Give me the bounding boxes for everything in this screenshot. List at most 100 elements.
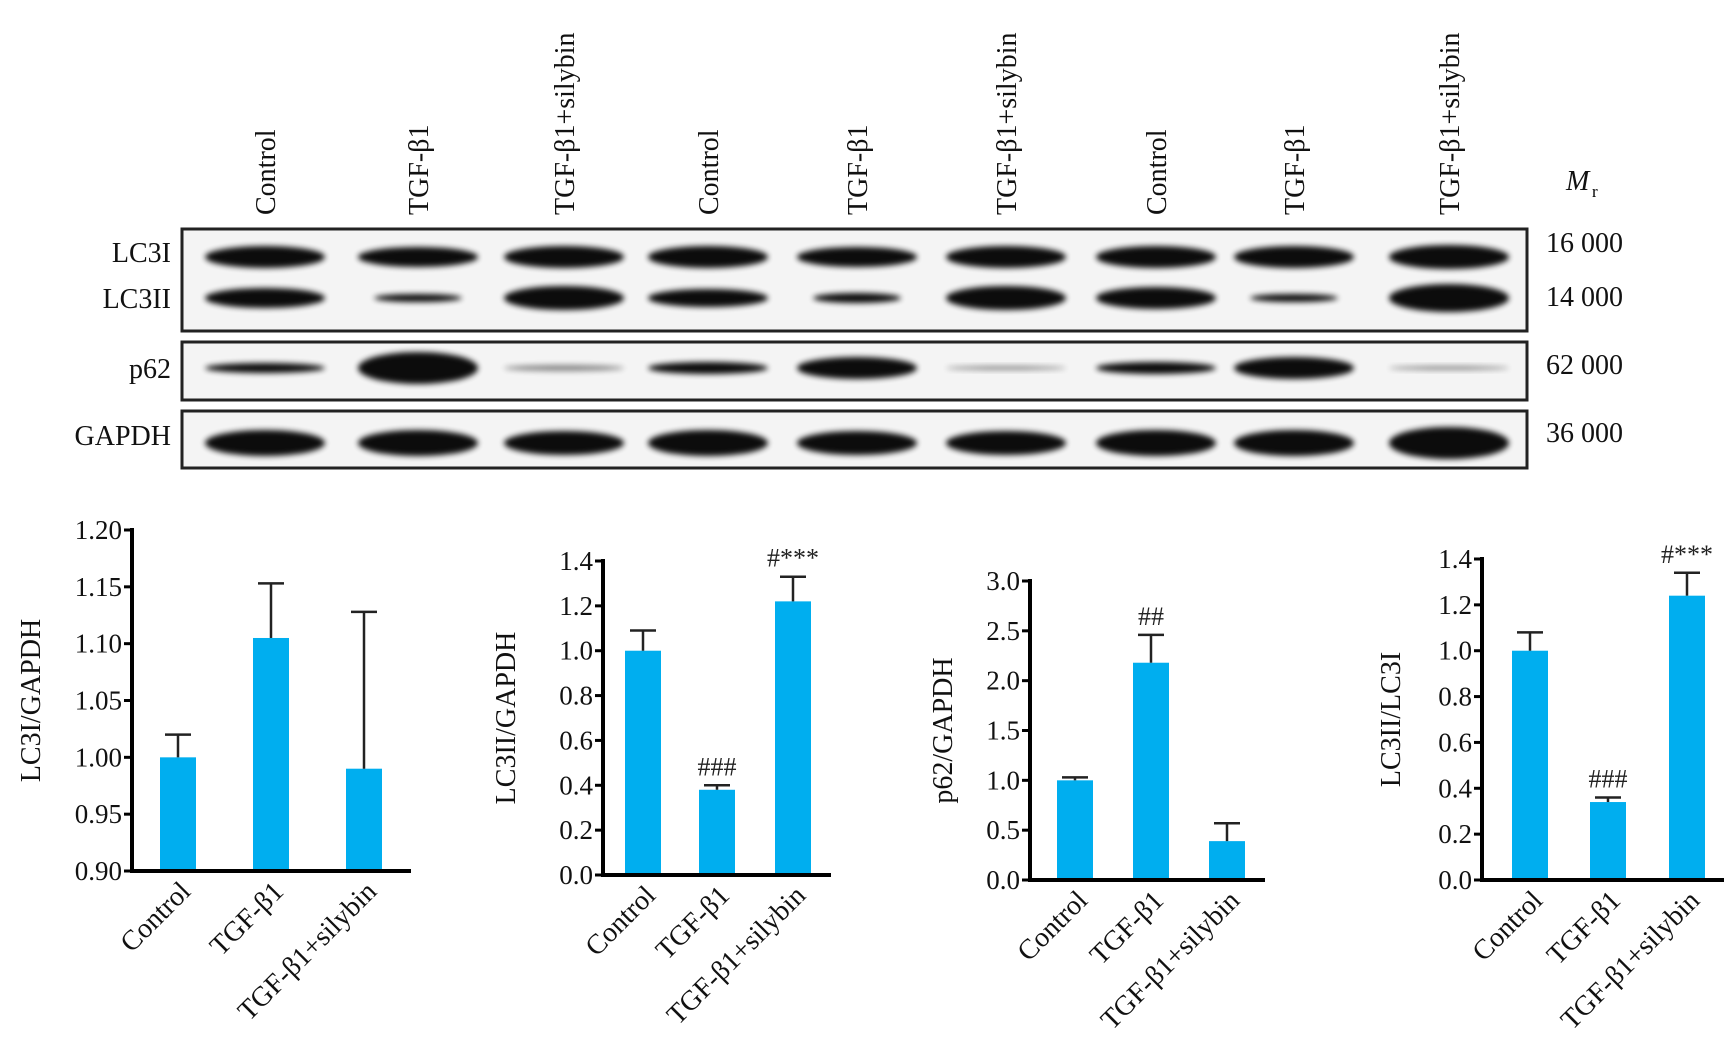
mr-value: 62 000: [1546, 350, 1623, 381]
lane-label: TGF-β1+silybin: [550, 33, 581, 216]
chart-4: Control###TGF-β1#***TGF-β1+silybin0.00.2…: [1376, 540, 1724, 1036]
bar: [1512, 650, 1548, 880]
y-axis-label: LC3I/GAPDH: [16, 619, 47, 782]
lane-label: Control: [251, 129, 282, 215]
protein-band: [358, 247, 478, 267]
y-tick-label: 1.05: [75, 686, 122, 716]
protein-band: [205, 363, 325, 373]
protein-band: [1096, 362, 1216, 374]
y-tick-label: 0.5: [986, 815, 1020, 845]
protein-band: [504, 246, 624, 268]
significance-label: #***: [1661, 540, 1713, 569]
y-tick-label: 1.4: [559, 546, 593, 576]
protein-band: [1096, 287, 1216, 309]
y-tick-label: 0.8: [1438, 682, 1472, 712]
y-tick-label: 1.0: [559, 636, 593, 666]
protein-band: [205, 246, 325, 268]
x-tick-label: Control: [115, 876, 198, 959]
mr-subscript: r: [1592, 182, 1598, 201]
y-axis-label: LC3II/LC3I: [1376, 652, 1407, 787]
lane-label: Control: [694, 129, 725, 215]
y-tick-label: 1.5: [986, 716, 1020, 746]
bar: [1669, 595, 1705, 880]
protein-band: [374, 294, 462, 302]
y-tick-label: 0.95: [75, 799, 122, 829]
row-label: LC3I: [112, 238, 171, 269]
row-label: LC3II: [103, 284, 171, 315]
protein-band: [358, 352, 478, 384]
protein-band: [1389, 427, 1509, 459]
protein-band: [946, 246, 1066, 268]
y-tick-label: 0.2: [559, 815, 593, 845]
lane-label: TGF-β1: [843, 125, 874, 215]
x-tick-label: TGF-β1: [204, 876, 290, 962]
bar: [160, 757, 196, 871]
lane-label: TGF-β1: [1280, 125, 1311, 215]
significance-label: ##: [1138, 602, 1164, 631]
protein-band: [946, 431, 1066, 455]
western-blot: Control TGF-β1 TGF-β1+silybin Control TGF-β1…: [75, 33, 1623, 470]
y-tick-label: 1.20: [75, 515, 122, 545]
protein-band: [504, 286, 624, 310]
y-tick-label: 0.4: [559, 770, 593, 800]
protein-band: [648, 362, 768, 374]
x-tick-label: TGF-β1+silybin: [1095, 885, 1246, 1036]
protein-band: [1389, 245, 1509, 269]
y-tick-label: 0.0: [1438, 865, 1472, 895]
protein-band: [205, 430, 325, 456]
y-tick-label: 1.2: [559, 591, 593, 621]
lane-label: TGF-β1: [404, 125, 435, 215]
significance-label: ###: [1589, 764, 1628, 793]
bar: [625, 650, 661, 875]
mr-value: 14 000: [1546, 282, 1623, 313]
bar-charts: Control TGF-β1TGF-β1+silybin0.900.951.001…: [16, 515, 1724, 1036]
y-tick-label: 2.0: [986, 666, 1020, 696]
protein-band: [1234, 246, 1354, 268]
bar: [1133, 662, 1169, 880]
y-tick-label: 0.0: [986, 865, 1020, 895]
chart-3: Control##TGF-β1TGF-β1+silybin0.00.51.01.…: [928, 566, 1265, 1036]
protein-band: [1096, 430, 1216, 456]
bar: [1209, 841, 1245, 880]
protein-band: [648, 289, 768, 307]
protein-band: [797, 357, 917, 379]
protein-band: [1389, 284, 1509, 312]
lane-label: TGF-β1+silybin: [992, 33, 1023, 216]
lane-label: Control: [1142, 129, 1173, 215]
y-tick-label: 1.4: [1438, 544, 1472, 574]
x-tick-label: TGF-β1+silybin: [661, 880, 812, 1031]
y-tick-label: 0.90: [75, 856, 122, 886]
mr-value: 36 000: [1546, 418, 1623, 449]
x-tick-label: Control: [580, 880, 663, 963]
y-tick-label: 3.0: [986, 566, 1020, 596]
protein-band: [797, 247, 917, 267]
y-tick-label: 1.0: [1438, 636, 1472, 666]
x-tick-label: Control: [1012, 885, 1095, 968]
protein-band: [358, 430, 478, 456]
row-label: p62: [129, 354, 171, 385]
protein-band: [1389, 366, 1509, 370]
protein-band: [648, 246, 768, 268]
y-tick-label: 0.0: [559, 860, 593, 890]
mr-value: 16 000: [1546, 228, 1623, 259]
mr-label: M: [1565, 166, 1591, 197]
protein-band: [1234, 430, 1354, 456]
chart-2: Control###TGF-β1#***TGF-β1+silybin0.00.2…: [491, 544, 831, 1031]
row-label: GAPDH: [75, 421, 171, 452]
lane-label: TGF-β1+silybin: [1435, 33, 1466, 216]
protein-band: [648, 430, 768, 456]
y-tick-label: 1.2: [1438, 590, 1472, 620]
protein-band: [797, 431, 917, 455]
protein-band: [504, 431, 624, 455]
protein-band: [504, 365, 624, 371]
chart-1: Control TGF-β1TGF-β1+silybin0.900.951.001…: [16, 515, 411, 1027]
y-tick-label: 1.0: [986, 765, 1020, 795]
bar: [253, 637, 289, 871]
y-tick-label: 0.2: [1438, 819, 1472, 849]
y-tick-label: 2.5: [986, 616, 1020, 646]
bar: [346, 768, 382, 871]
protein-band: [813, 293, 901, 303]
y-tick-label: 0.4: [1438, 773, 1472, 803]
x-tick-label: Control: [1467, 885, 1550, 968]
bar: [1590, 802, 1626, 880]
